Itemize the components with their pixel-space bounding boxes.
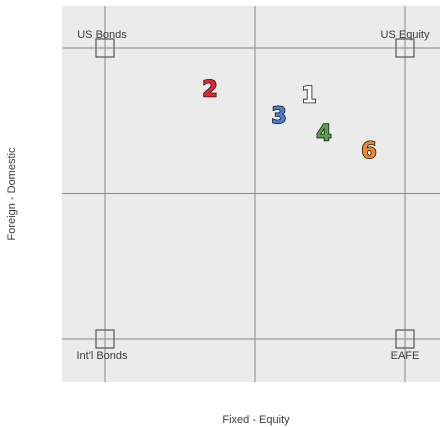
data-point-3: 3 bbox=[271, 104, 286, 129]
anchor-marker-1 bbox=[395, 38, 415, 58]
data-point-6: 6 bbox=[361, 139, 376, 164]
data-point-4: 4 bbox=[316, 121, 331, 146]
anchor-label-1: US Equity bbox=[381, 29, 430, 41]
anchor-label-2: Int'l Bonds bbox=[76, 350, 128, 362]
anchor-label-0: US Bonds bbox=[77, 29, 127, 41]
anchor-marker-0 bbox=[95, 38, 115, 58]
anchor-label-3: EAFE bbox=[391, 350, 420, 362]
y-axis-label: Foreign - Domestic bbox=[6, 147, 18, 240]
anchor-marker-3 bbox=[395, 329, 415, 349]
x-axis-label: Fixed - Equity bbox=[222, 414, 290, 426]
grid bbox=[62, 6, 440, 382]
data-point-1: 1 bbox=[301, 84, 316, 109]
anchor-marker-2 bbox=[95, 329, 115, 349]
data-points: 1 2 3 4 6 bbox=[202, 77, 378, 165]
data-point-2: 2 bbox=[202, 78, 217, 103]
anchor-markers: US Bonds US Equity Int'l Bonds EAFE bbox=[76, 29, 429, 362]
